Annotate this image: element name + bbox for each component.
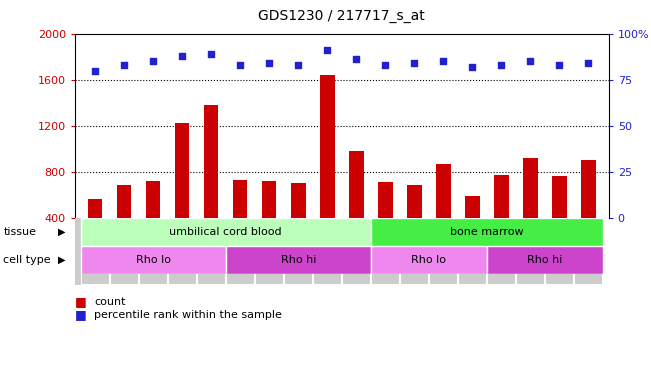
Bar bbox=[371, 246, 487, 274]
Text: Rho hi: Rho hi bbox=[281, 255, 316, 265]
Point bbox=[322, 47, 333, 53]
Text: GSM51402: GSM51402 bbox=[381, 221, 390, 268]
Text: GSM51404: GSM51404 bbox=[410, 221, 419, 268]
FancyBboxPatch shape bbox=[458, 218, 486, 284]
FancyBboxPatch shape bbox=[284, 218, 312, 284]
Point bbox=[235, 62, 245, 68]
Text: GSM51396: GSM51396 bbox=[148, 221, 158, 268]
Point bbox=[293, 62, 303, 68]
FancyBboxPatch shape bbox=[430, 218, 457, 284]
Bar bbox=[117, 185, 132, 263]
Point bbox=[351, 57, 361, 63]
FancyBboxPatch shape bbox=[342, 218, 370, 284]
Text: GDS1230 / 217717_s_at: GDS1230 / 217717_s_at bbox=[258, 9, 425, 23]
Text: GSM51400: GSM51400 bbox=[207, 221, 215, 268]
FancyBboxPatch shape bbox=[546, 218, 574, 284]
Bar bbox=[320, 75, 335, 263]
FancyBboxPatch shape bbox=[371, 218, 399, 284]
Bar bbox=[487, 246, 603, 274]
Text: cell type: cell type bbox=[3, 255, 51, 265]
Bar bbox=[146, 181, 160, 263]
Bar bbox=[291, 183, 305, 263]
FancyBboxPatch shape bbox=[516, 218, 544, 284]
Point bbox=[438, 58, 449, 64]
FancyBboxPatch shape bbox=[168, 218, 196, 284]
Bar bbox=[494, 175, 508, 263]
Text: ▶: ▶ bbox=[58, 255, 66, 265]
Text: ■: ■ bbox=[75, 309, 87, 321]
Bar bbox=[436, 164, 450, 263]
Text: GSM51391: GSM51391 bbox=[236, 221, 245, 268]
Point bbox=[583, 60, 594, 66]
Text: Rho hi: Rho hi bbox=[527, 255, 562, 265]
FancyBboxPatch shape bbox=[488, 218, 516, 284]
Text: GSM51399: GSM51399 bbox=[352, 221, 361, 268]
Text: GSM51398: GSM51398 bbox=[178, 221, 187, 268]
Text: percentile rank within the sample: percentile rank within the sample bbox=[94, 310, 283, 320]
Text: GSM51392: GSM51392 bbox=[90, 221, 100, 268]
Bar bbox=[81, 246, 226, 274]
Point bbox=[554, 62, 564, 68]
Point bbox=[119, 62, 130, 68]
Text: GSM51397: GSM51397 bbox=[323, 221, 332, 268]
Bar bbox=[552, 176, 566, 263]
Text: bone marrow: bone marrow bbox=[450, 226, 523, 237]
Text: Rho lo: Rho lo bbox=[135, 255, 171, 265]
Point bbox=[148, 58, 158, 64]
Point bbox=[380, 62, 391, 68]
Text: ▶: ▶ bbox=[58, 226, 66, 237]
Text: count: count bbox=[94, 297, 126, 307]
Text: GSM51393: GSM51393 bbox=[265, 221, 273, 268]
Point bbox=[177, 53, 187, 59]
Text: GSM51408: GSM51408 bbox=[468, 221, 477, 268]
Point bbox=[496, 62, 506, 68]
Bar bbox=[465, 196, 480, 263]
FancyBboxPatch shape bbox=[110, 218, 138, 284]
Text: tissue: tissue bbox=[3, 226, 36, 237]
Text: Rho lo: Rho lo bbox=[411, 255, 447, 265]
Text: GSM51406: GSM51406 bbox=[439, 221, 448, 268]
Text: GSM51401: GSM51401 bbox=[497, 221, 506, 268]
Point bbox=[90, 68, 100, 74]
FancyBboxPatch shape bbox=[139, 218, 167, 284]
Bar bbox=[349, 151, 363, 263]
Point bbox=[264, 60, 275, 66]
Point bbox=[525, 58, 536, 64]
Text: GSM51394: GSM51394 bbox=[120, 221, 129, 268]
Bar bbox=[233, 180, 247, 263]
FancyBboxPatch shape bbox=[574, 218, 602, 284]
Point bbox=[409, 60, 419, 66]
Bar bbox=[371, 217, 603, 246]
Text: ■: ■ bbox=[75, 296, 87, 308]
FancyBboxPatch shape bbox=[227, 218, 254, 284]
Bar bbox=[226, 246, 371, 274]
Bar bbox=[81, 217, 371, 246]
Bar bbox=[88, 199, 102, 263]
Text: GSM51405: GSM51405 bbox=[555, 221, 564, 268]
Bar bbox=[407, 185, 422, 263]
Bar bbox=[523, 158, 538, 263]
Text: GSM51403: GSM51403 bbox=[526, 221, 535, 268]
FancyBboxPatch shape bbox=[255, 218, 283, 284]
Point bbox=[467, 64, 478, 70]
FancyBboxPatch shape bbox=[400, 218, 428, 284]
Bar bbox=[262, 181, 277, 263]
Point bbox=[206, 51, 216, 57]
Text: umbilical cord blood: umbilical cord blood bbox=[169, 226, 282, 237]
Text: GSM51407: GSM51407 bbox=[584, 221, 593, 268]
FancyBboxPatch shape bbox=[313, 218, 341, 284]
Bar bbox=[204, 105, 219, 263]
FancyBboxPatch shape bbox=[197, 218, 225, 284]
Bar bbox=[581, 160, 596, 263]
Text: GSM51395: GSM51395 bbox=[294, 221, 303, 268]
FancyBboxPatch shape bbox=[81, 218, 109, 284]
Bar bbox=[378, 182, 393, 263]
Bar bbox=[175, 123, 189, 263]
